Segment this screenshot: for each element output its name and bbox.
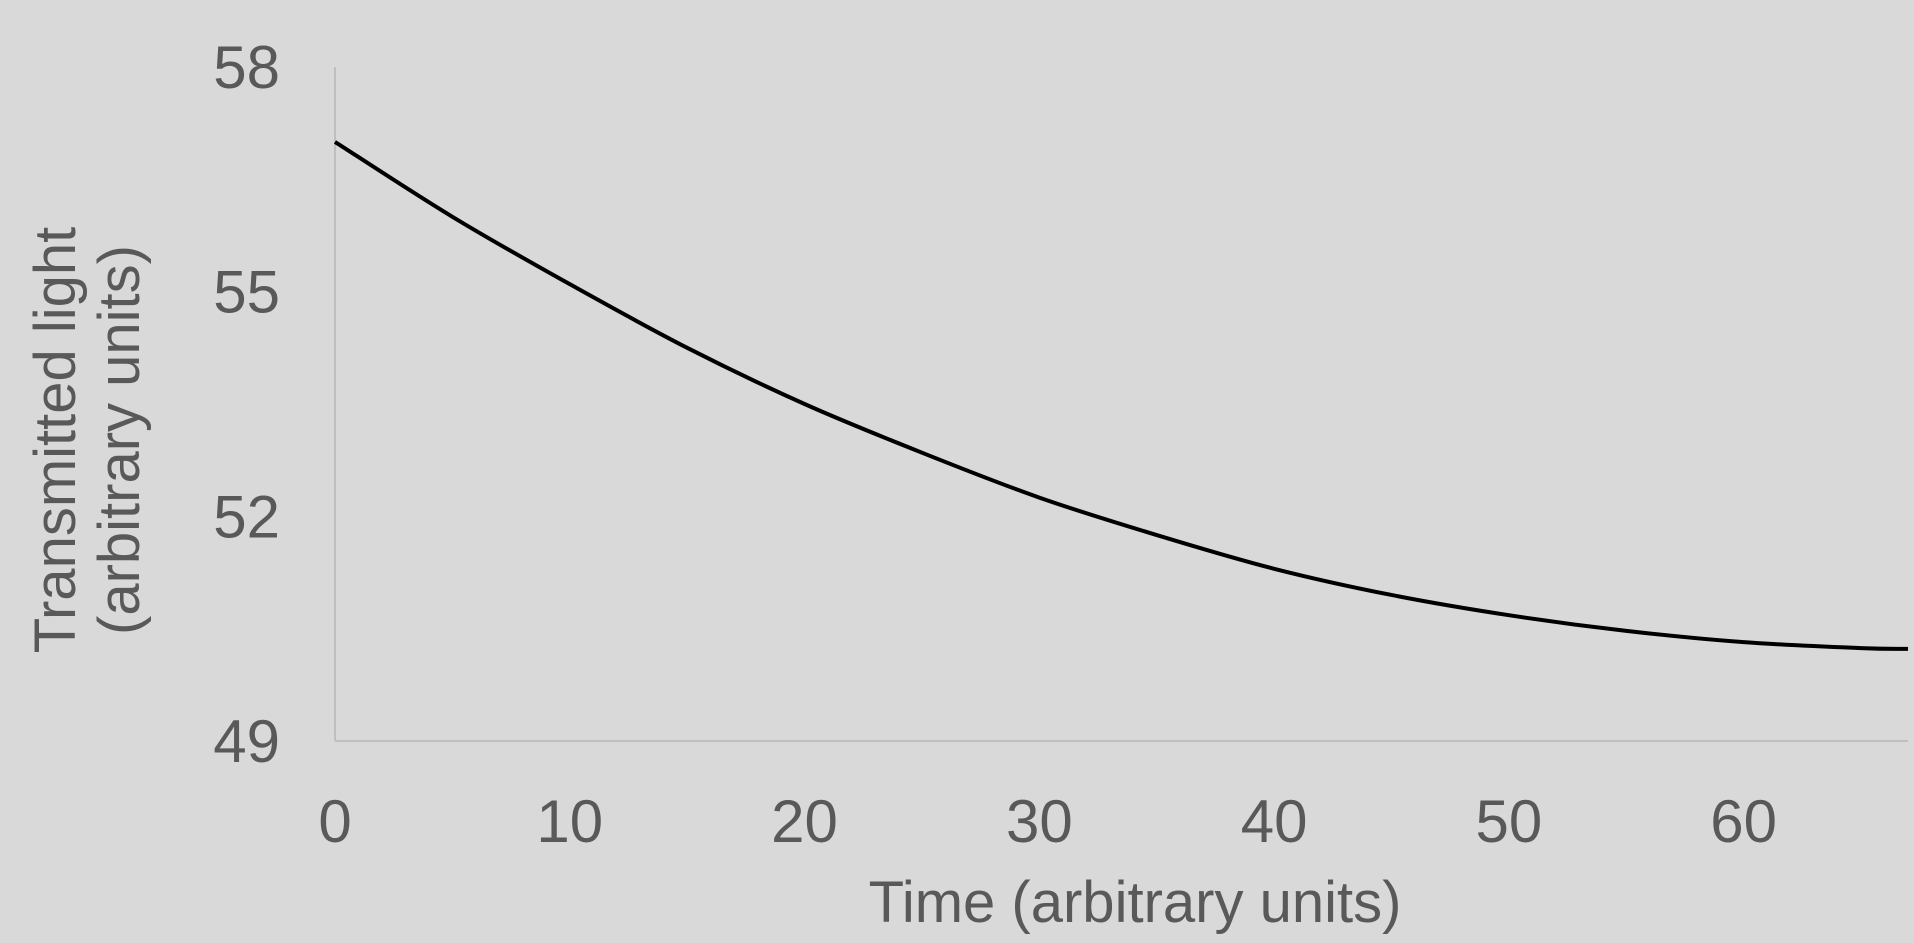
series-line [333,140,1909,651]
x-axis-title: Time (arbitrary units) [869,870,1402,935]
y-axis-title-line-2: (arbitrary units) [87,245,152,635]
y-axis-title-line-1: Transmitted light [23,227,88,654]
y-tick-label: 58 [213,34,280,101]
x-tick-label: 40 [1241,788,1308,855]
x-tick-labels: 0 10 20 30 40 50 60 [318,788,1777,855]
x-tick-label: 0 [318,788,351,855]
y-axis-title: Transmitted light (arbitrary units) [23,227,152,654]
x-tick-label: 20 [771,788,838,855]
y-tick-labels: 49 52 55 58 [213,34,280,775]
y-tick-label: 52 [213,483,280,550]
y-tick-label: 49 [213,708,280,775]
y-tick-label: 55 [213,259,280,326]
x-tick-label: 50 [1476,788,1543,855]
x-tick-label: 30 [1006,788,1073,855]
x-tick-label: 10 [536,788,603,855]
x-tick-label: 60 [1710,788,1777,855]
series-layer [333,140,1909,651]
